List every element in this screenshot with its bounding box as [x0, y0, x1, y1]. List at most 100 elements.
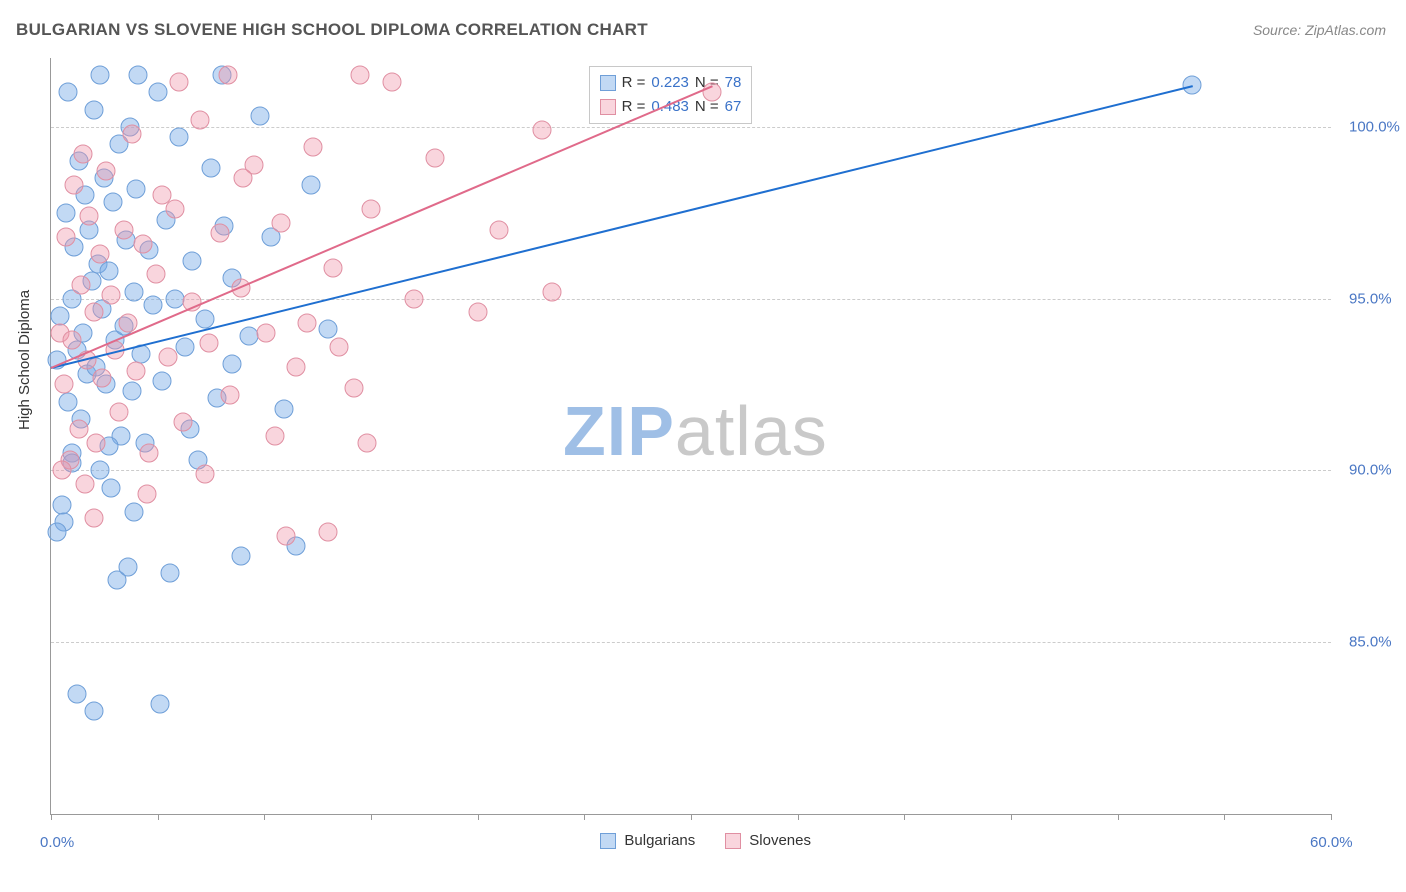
- watermark-atlas: atlas: [675, 392, 828, 470]
- scatter-point: [251, 107, 270, 126]
- scatter-point: [344, 378, 363, 397]
- scatter-point: [133, 234, 152, 253]
- scatter-point: [101, 478, 120, 497]
- scatter-point: [266, 427, 285, 446]
- scatter-point: [123, 124, 142, 143]
- scatter-point: [54, 375, 73, 394]
- scatter-point: [351, 66, 370, 85]
- scatter-point: [357, 433, 376, 452]
- scatter-point: [76, 475, 95, 494]
- scatter-point: [490, 220, 509, 239]
- scatter-point: [101, 286, 120, 305]
- scatter-point: [276, 526, 295, 545]
- plot-area: ZIPatlas R = 0.223 N = 78 R = 0.483 N = …: [50, 58, 1331, 815]
- x-tick: [904, 814, 905, 820]
- scatter-point: [161, 564, 180, 583]
- scatter-point: [298, 313, 317, 332]
- gridline: [51, 127, 1331, 128]
- scatter-point: [114, 220, 133, 239]
- scatter-point: [63, 330, 82, 349]
- x-tick: [371, 814, 372, 820]
- y-tick-label: 95.0%: [1349, 290, 1392, 307]
- scatter-point: [48, 523, 67, 542]
- blue-swatch-icon: [600, 75, 616, 91]
- scatter-point: [404, 289, 423, 308]
- scatter-point: [170, 73, 189, 92]
- scatter-point: [330, 337, 349, 356]
- scatter-point: [99, 262, 118, 281]
- x-tick: [691, 814, 692, 820]
- chart-title: BULGARIAN VS SLOVENE HIGH SCHOOL DIPLOMA…: [16, 20, 648, 40]
- scatter-point: [56, 227, 75, 246]
- scatter-point: [219, 66, 238, 85]
- scatter-point: [127, 179, 146, 198]
- scatter-point: [150, 695, 169, 714]
- y-axis-title: High School Diploma: [16, 290, 33, 430]
- watermark-zip: ZIP: [563, 392, 675, 470]
- scatter-point: [165, 289, 184, 308]
- scatter-point: [532, 121, 551, 140]
- scatter-point: [123, 382, 142, 401]
- scatter-point: [274, 399, 293, 418]
- scatter-point: [362, 200, 381, 219]
- scatter-point: [159, 347, 178, 366]
- x-tick: [1011, 814, 1012, 820]
- x-limit-label: 60.0%: [1310, 834, 1353, 851]
- scatter-point: [170, 128, 189, 147]
- scatter-point: [71, 275, 90, 294]
- scatter-point: [52, 495, 71, 514]
- pink-swatch-icon: [725, 833, 741, 849]
- scatter-point: [52, 461, 71, 480]
- scatter-point: [86, 433, 105, 452]
- legend-series: Bulgarians Slovenes: [600, 832, 811, 849]
- scatter-point: [138, 485, 157, 504]
- scatter-point: [302, 176, 321, 195]
- x-tick: [51, 814, 52, 820]
- x-tick: [798, 814, 799, 820]
- scatter-point: [69, 420, 88, 439]
- legend-series-item: Slovenes: [725, 832, 811, 849]
- scatter-point: [97, 162, 116, 181]
- legend-series-label: Bulgarians: [624, 832, 695, 849]
- scatter-point: [59, 83, 78, 102]
- x-tick: [1118, 814, 1119, 820]
- scatter-point: [152, 372, 171, 391]
- scatter-point: [304, 138, 323, 157]
- y-tick-label: 100.0%: [1349, 118, 1400, 135]
- x-tick: [1331, 814, 1332, 820]
- scatter-point: [383, 73, 402, 92]
- scatter-point: [110, 402, 129, 421]
- scatter-point: [67, 684, 86, 703]
- scatter-point: [195, 310, 214, 329]
- scatter-point: [174, 413, 193, 432]
- scatter-point: [103, 193, 122, 212]
- scatter-point: [191, 110, 210, 129]
- gridline: [51, 470, 1331, 471]
- scatter-point: [287, 358, 306, 377]
- scatter-point: [202, 158, 221, 177]
- scatter-point: [221, 385, 240, 404]
- legend-correlation-row: R = 0.483 N = 67: [600, 95, 742, 119]
- scatter-point: [129, 66, 148, 85]
- x-tick: [478, 814, 479, 820]
- scatter-point: [468, 303, 487, 322]
- scatter-point: [199, 334, 218, 353]
- y-tick-label: 90.0%: [1349, 462, 1392, 479]
- gridline: [51, 299, 1331, 300]
- scatter-point: [240, 327, 259, 346]
- scatter-point: [426, 148, 445, 167]
- scatter-point: [84, 303, 103, 322]
- scatter-point: [118, 557, 137, 576]
- x-limit-label: 0.0%: [40, 834, 74, 851]
- scatter-point: [146, 265, 165, 284]
- scatter-point: [234, 169, 253, 188]
- gridline: [51, 642, 1331, 643]
- scatter-point: [84, 701, 103, 720]
- scatter-point: [50, 306, 69, 325]
- scatter-point: [84, 100, 103, 119]
- scatter-point: [140, 444, 159, 463]
- scatter-point: [257, 323, 276, 342]
- scatter-point: [65, 176, 84, 195]
- scatter-point: [56, 203, 75, 222]
- scatter-point: [144, 296, 163, 315]
